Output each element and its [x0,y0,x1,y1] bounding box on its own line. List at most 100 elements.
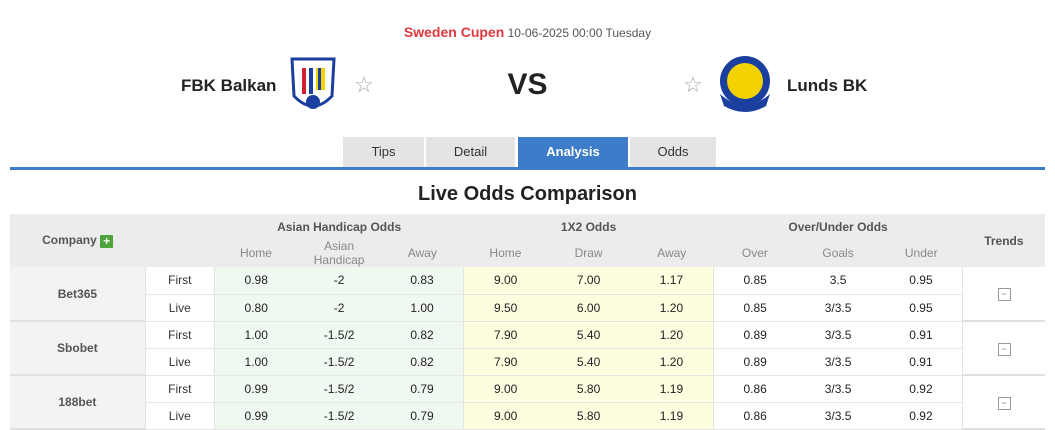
odds-cell: 1.19 [630,402,714,430]
tab-tips[interactable]: Tips [343,137,424,167]
odds-cell: 5.40 [547,321,631,349]
odds-cell: 5.80 [547,402,631,430]
odds-cell: 7.00 [547,267,631,295]
odds-cell: 0.86 [712,402,797,430]
odds-cell: 9.00 [463,375,547,403]
odds-cell: 0.79 [380,402,464,430]
table-row: 188bet First 0.99 -1.5/2 0.79 9.00 5.80 1.19 0.8… [10,375,1045,430]
subheader: Away [630,239,714,267]
league-link[interactable]: Sweden Cupen [403,24,505,40]
odds-cell: 3.5 [796,267,880,295]
odds-cell: 0.82 [380,321,464,349]
section-title: Live Odds Comparison [418,183,637,205]
odds-cell: 1.20 [630,321,714,349]
tab-analysis[interactable]: Analysis [518,137,628,167]
company-name[interactable]: Sbobet [10,321,146,376]
subheader: Home [463,239,547,267]
odds-cell: 0.92 [879,375,963,403]
odds-cell: 7.90 [463,321,547,349]
table-row: Live 1.00 -1.5/2 0.82 7.90 5.40 1.20 0.89 3/3.5 0… [10,348,1045,376]
tab-odds[interactable]: Odds [630,137,716,167]
match-meta: Sweden Cupen 10-06-2025 00:00 Tuesday [0,24,1055,40]
odds-cell: 5.40 [547,348,631,376]
odds-cell: 5.80 [547,375,631,403]
odds-cell: -1.5/2 [297,321,381,349]
odds-cell: -1.5/2 [297,375,381,403]
odds-cell: 3/3.5 [796,375,880,403]
odds-cell: 1.00 [380,294,464,322]
odds-cell: 3/3.5 [796,348,880,376]
odds-cell: 0.89 [712,348,797,376]
odds-cell: 0.99 [213,375,298,403]
odds-type: Live [144,402,215,430]
odds-cell: 1.20 [630,348,714,376]
table-row: Live 0.99 -1.5/2 0.79 9.00 5.80 1.19 0.86 3/3.5 0… [10,402,1045,430]
trend-chart-icon[interactable]: ~ [997,396,1011,410]
trends-cell: ~ [962,321,1045,376]
odds-cell: 0.86 [712,375,797,403]
match-datetime: 10-06-2025 00:00 Tuesday [507,26,652,40]
odds-cell: 9.00 [463,267,547,295]
odds-cell: 3/3.5 [796,294,880,322]
odds-cell: 0.95 [879,267,963,295]
home-team-name[interactable]: FBK Balkan [181,76,277,95]
odds-cell: 6.00 [547,294,631,322]
subheader: Draw [547,239,631,267]
x12-header: 1X2 Odds [463,214,714,239]
odds-cell: 0.85 [712,294,797,322]
odds-type: First [144,375,215,403]
subheader: Home [214,239,298,267]
odds-cell: 0.92 [879,402,963,430]
trend-chart-icon[interactable]: ~ [997,288,1011,301]
odds-cell: 0.79 [380,375,464,403]
odds-type: First [144,267,215,295]
away-team-logo [720,56,770,112]
table-row: Bet365 First 0.98 -2 0.83 9.00 7.00 1.17 0.85 3.5… [10,267,1045,322]
tab-underline [10,167,1045,170]
odds-cell: -2 [297,267,381,295]
odds-cell: 9.50 [463,294,547,322]
odds-cell: 0.99 [213,402,298,430]
odds-cell: 1.20 [630,294,714,322]
odds-cell: 1.00 [213,321,298,349]
table-row: Live 0.80 -2 1.00 9.50 6.00 1.20 0.85 3/3.5 0.95 [10,294,1045,322]
odds-cell: 0.82 [380,348,464,376]
company-name[interactable]: Bet365 [10,267,146,322]
odds-cell: 7.90 [463,348,547,376]
vs-label: VS [507,68,548,101]
subheader: Over [713,239,797,267]
ou-header: Over/Under Odds [713,214,963,239]
odds-cell: 1.19 [630,375,714,403]
odds-cell: 3/3.5 [796,402,880,430]
subheader-row: Home Asian Handicap Away Home Draw Away Over Go… [10,239,1045,267]
odds-type: First [144,321,215,349]
favorite-away-star-icon[interactable]: ☆ [683,72,703,97]
away-team-name[interactable]: Lunds BK [787,76,868,95]
odds-cell: 0.95 [879,294,963,322]
add-company-plus-icon[interactable]: + [100,234,114,248]
company-header-label: Company [42,233,97,248]
odds-cell: -1.5/2 [297,402,381,430]
subheader: Asian Handicap [297,239,381,267]
odds-cell: 0.98 [213,267,298,295]
type-header [145,214,215,267]
odds-cell: 1.00 [213,348,298,376]
odds-cell: 9.00 [463,402,547,430]
odds-cell: 0.89 [712,321,797,349]
odds-cell: 0.91 [879,321,963,349]
subheader: Under [879,239,963,267]
ah-header: Asian Handicap Odds [214,214,464,239]
table-row: Sbobet First 1.00 -1.5/2 0.82 7.90 5.40 1.20 0.8… [10,321,1045,376]
odds-type: Live [144,294,215,322]
trends-cell: ~ [962,375,1045,430]
tab-detail[interactable]: Detail [426,137,515,167]
odds-type: Live [144,348,215,376]
odds-cell: -1.5/2 [297,348,381,376]
trend-chart-icon[interactable]: ~ [997,342,1011,356]
subheader: Goals [796,239,880,267]
odds-table: Company + Asian Handicap Odds 1X2 Odds O… [10,214,1045,430]
company-name[interactable]: 188bet [10,375,146,430]
odds-cell: -2 [297,294,381,322]
odds-cell: 0.91 [879,348,963,376]
favorite-home-star-icon[interactable]: ☆ [354,72,374,97]
